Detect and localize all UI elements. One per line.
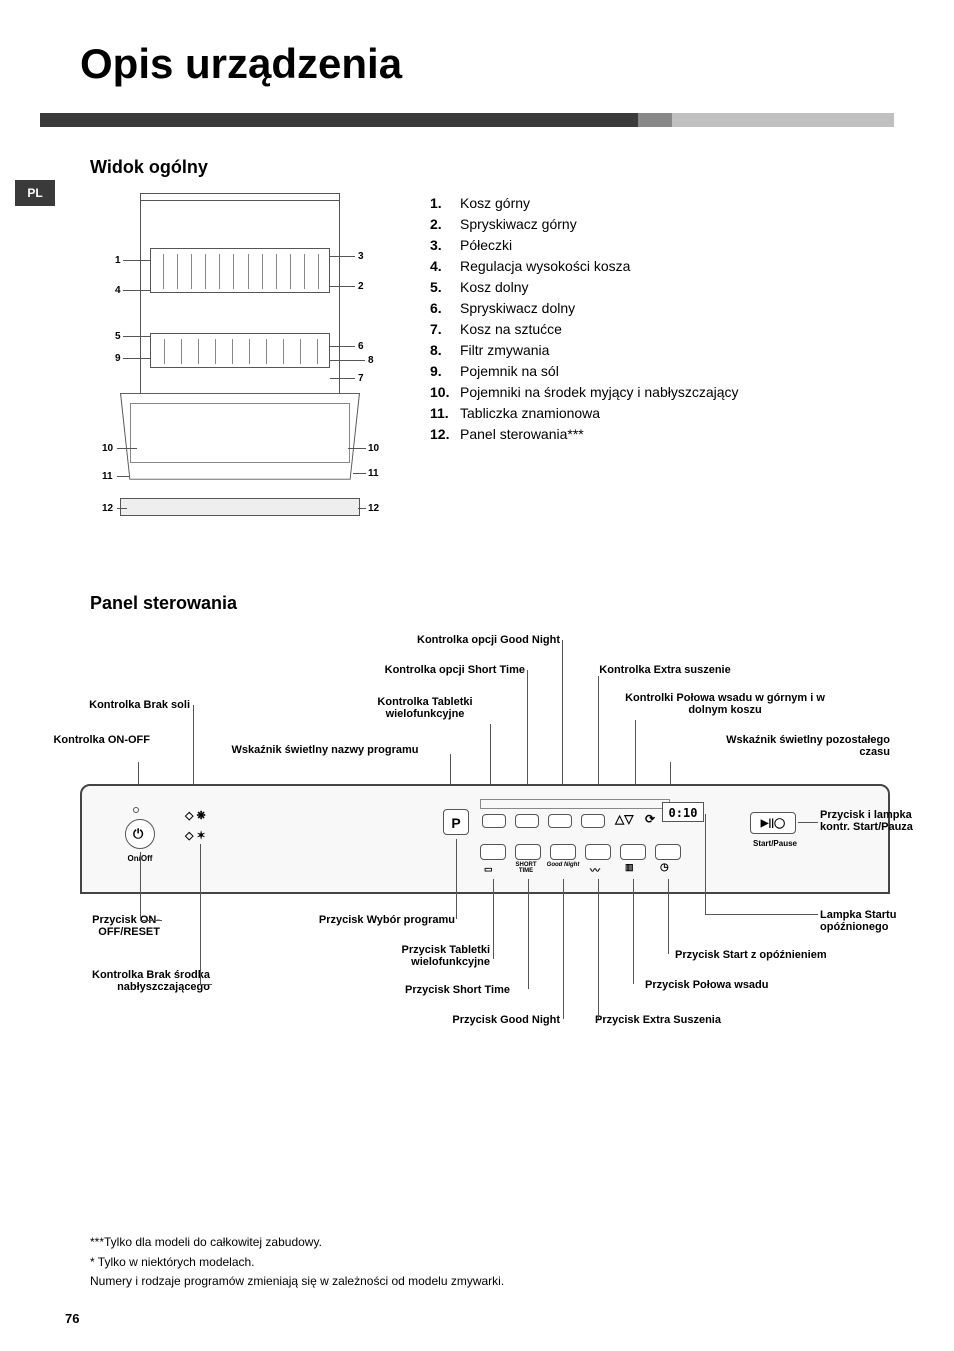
overview-row: 1 4 5 9 10 11 12 3 2 6 8 7 10 11 12 1.Ko… bbox=[90, 193, 894, 543]
parts-list: 1.Kosz górny 2.Spryskiwacz górny 3.Półec… bbox=[430, 193, 739, 543]
label-program-name-led: Wskaźnik świetlny nazwy programu bbox=[195, 744, 455, 756]
parts-row: 8.Filtr zmywania bbox=[430, 340, 739, 361]
parts-row: 5.Kosz dolny bbox=[430, 277, 739, 298]
diagram-label-3: 3 bbox=[358, 251, 364, 262]
label-delay-lamp: Lampka Startu opóźnionego bbox=[820, 909, 930, 933]
page-number: 76 bbox=[65, 1311, 79, 1326]
delay-start-button[interactable] bbox=[655, 844, 681, 860]
label-delay-start-btn: Przycisk Start z opóźnieniem bbox=[675, 949, 895, 961]
diagram-label-9: 9 bbox=[115, 353, 121, 364]
extra-dry-button[interactable] bbox=[585, 844, 611, 860]
label-short-time-led: Kontrolka opcji Short Time bbox=[315, 664, 525, 676]
parts-row: 11.Tabliczka znamionowa bbox=[430, 403, 739, 424]
control-panel-heading: Panel sterowania bbox=[90, 593, 894, 614]
parts-row: 10.Pojemniki na środek myjący i nabłyszc… bbox=[430, 382, 739, 403]
diagram-label-2: 2 bbox=[358, 281, 364, 292]
parts-row: 6.Spryskiwacz dolny bbox=[430, 298, 739, 319]
diagram-label-10a: 10 bbox=[102, 443, 113, 454]
diagram-label-12b: 12 bbox=[368, 503, 379, 514]
diagram-label-1: 1 bbox=[115, 255, 121, 266]
label-rinse-aid-led: Kontrolka Brak środka nabłyszczającego bbox=[30, 969, 210, 993]
label-half-load-btn: Przycisk Połowa wsadu bbox=[645, 979, 845, 991]
parts-row: 4.Regulacja wysokości kosza bbox=[430, 256, 739, 277]
page-title: Opis urządzenia bbox=[80, 40, 894, 88]
label-tablet-btn: Przycisk Tabletki wielofunkcyjne bbox=[330, 944, 490, 968]
footnote-3: Numery i rodzaje programów zmieniają się… bbox=[90, 1272, 504, 1291]
diagram-label-5: 5 bbox=[115, 331, 121, 342]
footnote-1: ***Tylko dla modeli do całkowitej zabudo… bbox=[90, 1233, 504, 1252]
footnote-2: * Tylko w niektórych modelach. bbox=[90, 1253, 504, 1272]
label-extra-dry-led: Kontrolka Extra suszenie bbox=[580, 664, 750, 676]
diagram-label-6: 6 bbox=[358, 341, 364, 352]
diagram-label-11a: 11 bbox=[102, 471, 113, 482]
label-start-pause-btn: Przycisk i lampka kontr. Start/Pauza bbox=[820, 809, 940, 833]
header-divider bbox=[40, 113, 894, 127]
parts-row: 3.Półeczki bbox=[430, 235, 739, 256]
label-good-night-btn: Przycisk Good Night bbox=[390, 1014, 560, 1026]
parts-row: 7.Kosz na sztućce bbox=[430, 319, 739, 340]
label-tablet-led: Kontrolka Tabletki wielofunkcyjne bbox=[345, 696, 505, 720]
label-good-night-led: Kontrolka opcji Good Night bbox=[360, 634, 560, 646]
label-salt-led: Kontrolka Brak soli bbox=[30, 699, 190, 711]
label-time-left-led: Wskaźnik świetlny pozostałego czasu bbox=[710, 734, 890, 758]
short-time-icon-label: SHORT TIME bbox=[508, 862, 544, 874]
program-select-button[interactable]: P bbox=[443, 809, 469, 835]
label-onoff-reset-btn: Przycisk ON-OFF/RESET bbox=[40, 914, 160, 938]
dishwasher-diagram: 1 4 5 9 10 11 12 3 2 6 8 7 10 11 12 bbox=[90, 193, 390, 543]
diagram-label-7: 7 bbox=[358, 373, 364, 384]
parts-row: 2.Spryskiwacz górny bbox=[430, 214, 739, 235]
half-load-button[interactable] bbox=[620, 844, 646, 860]
parts-row: 12.Panel sterowania*** bbox=[430, 424, 739, 445]
diagram-label-11b: 11 bbox=[368, 468, 379, 479]
diagram-label-4: 4 bbox=[115, 285, 121, 296]
label-program-select-btn: Przycisk Wybór programu bbox=[265, 914, 455, 926]
label-extra-dry-btn: Przycisk Extra Suszenia bbox=[595, 1014, 795, 1026]
footnotes: ***Tylko dla modeli do całkowitej zabudo… bbox=[90, 1233, 504, 1291]
label-short-time-btn: Przycisk Short Time bbox=[350, 984, 510, 996]
good-night-icon-label: Good Night bbox=[546, 862, 580, 868]
diagram-label-12a: 12 bbox=[102, 503, 113, 514]
diagram-label-8: 8 bbox=[368, 355, 374, 366]
language-badge: PL bbox=[15, 180, 55, 206]
control-panel-diagram: Kontrolka opcji Good Night Kontrolka opc… bbox=[50, 634, 920, 1074]
tablet-button[interactable] bbox=[480, 844, 506, 860]
parts-row: 9.Pojemnik na sól bbox=[430, 361, 739, 382]
diagram-label-10b: 10 bbox=[368, 443, 379, 454]
parts-row: 1.Kosz górny bbox=[430, 193, 739, 214]
label-onoff-led: Kontrolka ON-OFF bbox=[50, 734, 150, 746]
good-night-button[interactable] bbox=[550, 844, 576, 860]
overview-heading: Widok ogólny bbox=[90, 157, 894, 178]
start-pause-label: Start/Pause bbox=[740, 839, 810, 848]
start-pause-button[interactable]: ▶||◯ bbox=[750, 812, 796, 834]
label-half-load-led: Kontrolki Połowa wsadu w górnym i w doln… bbox=[615, 692, 835, 716]
short-time-button[interactable] bbox=[515, 844, 541, 860]
time-display: 0:10 bbox=[662, 802, 704, 822]
